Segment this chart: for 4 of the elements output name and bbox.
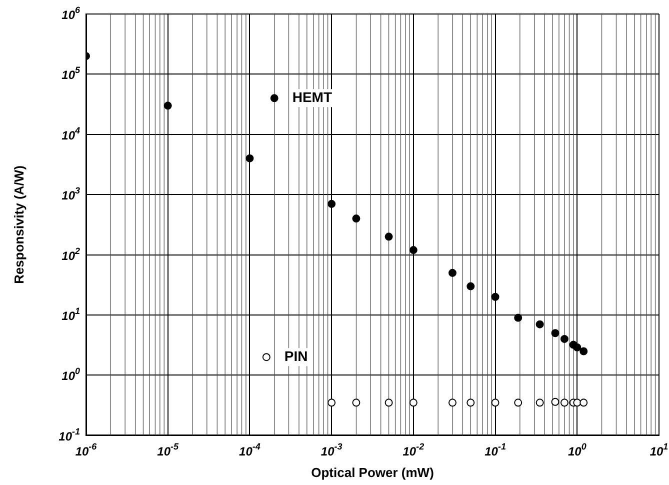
x-axis-title: Optical Power (mW): [311, 464, 434, 480]
y-axis-title: Responsivity (A/W): [11, 165, 26, 284]
annotation: HEMT: [292, 89, 332, 106]
annotation: PIN: [284, 348, 308, 364]
